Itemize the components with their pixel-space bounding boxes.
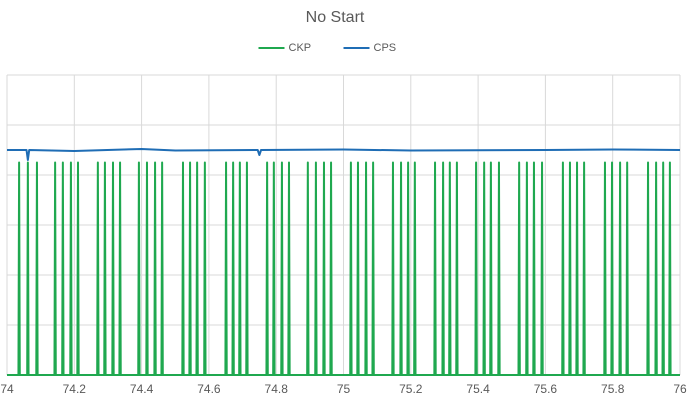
x-tick-label: 74.6 (197, 382, 221, 396)
x-tick-label: 76 (673, 382, 687, 396)
x-tick-label: 74.8 (265, 382, 289, 396)
legend-label: CKP (289, 42, 312, 54)
legend-label: CPS (374, 42, 397, 54)
x-tick-label: 75 (337, 382, 351, 396)
x-tick-label: 75.6 (534, 382, 558, 396)
series-line (7, 161, 680, 376)
x-tick-label: 74.2 (63, 382, 87, 396)
x-tick-label: 74 (0, 382, 14, 396)
x-tick-label: 75.2 (399, 382, 423, 396)
x-tick-label: 74.4 (130, 382, 154, 396)
x-tick-label: 75.8 (601, 382, 625, 396)
series-line (7, 148, 681, 161)
x-tick-label: 75.4 (466, 382, 490, 396)
chart-title: No Start (306, 9, 365, 26)
